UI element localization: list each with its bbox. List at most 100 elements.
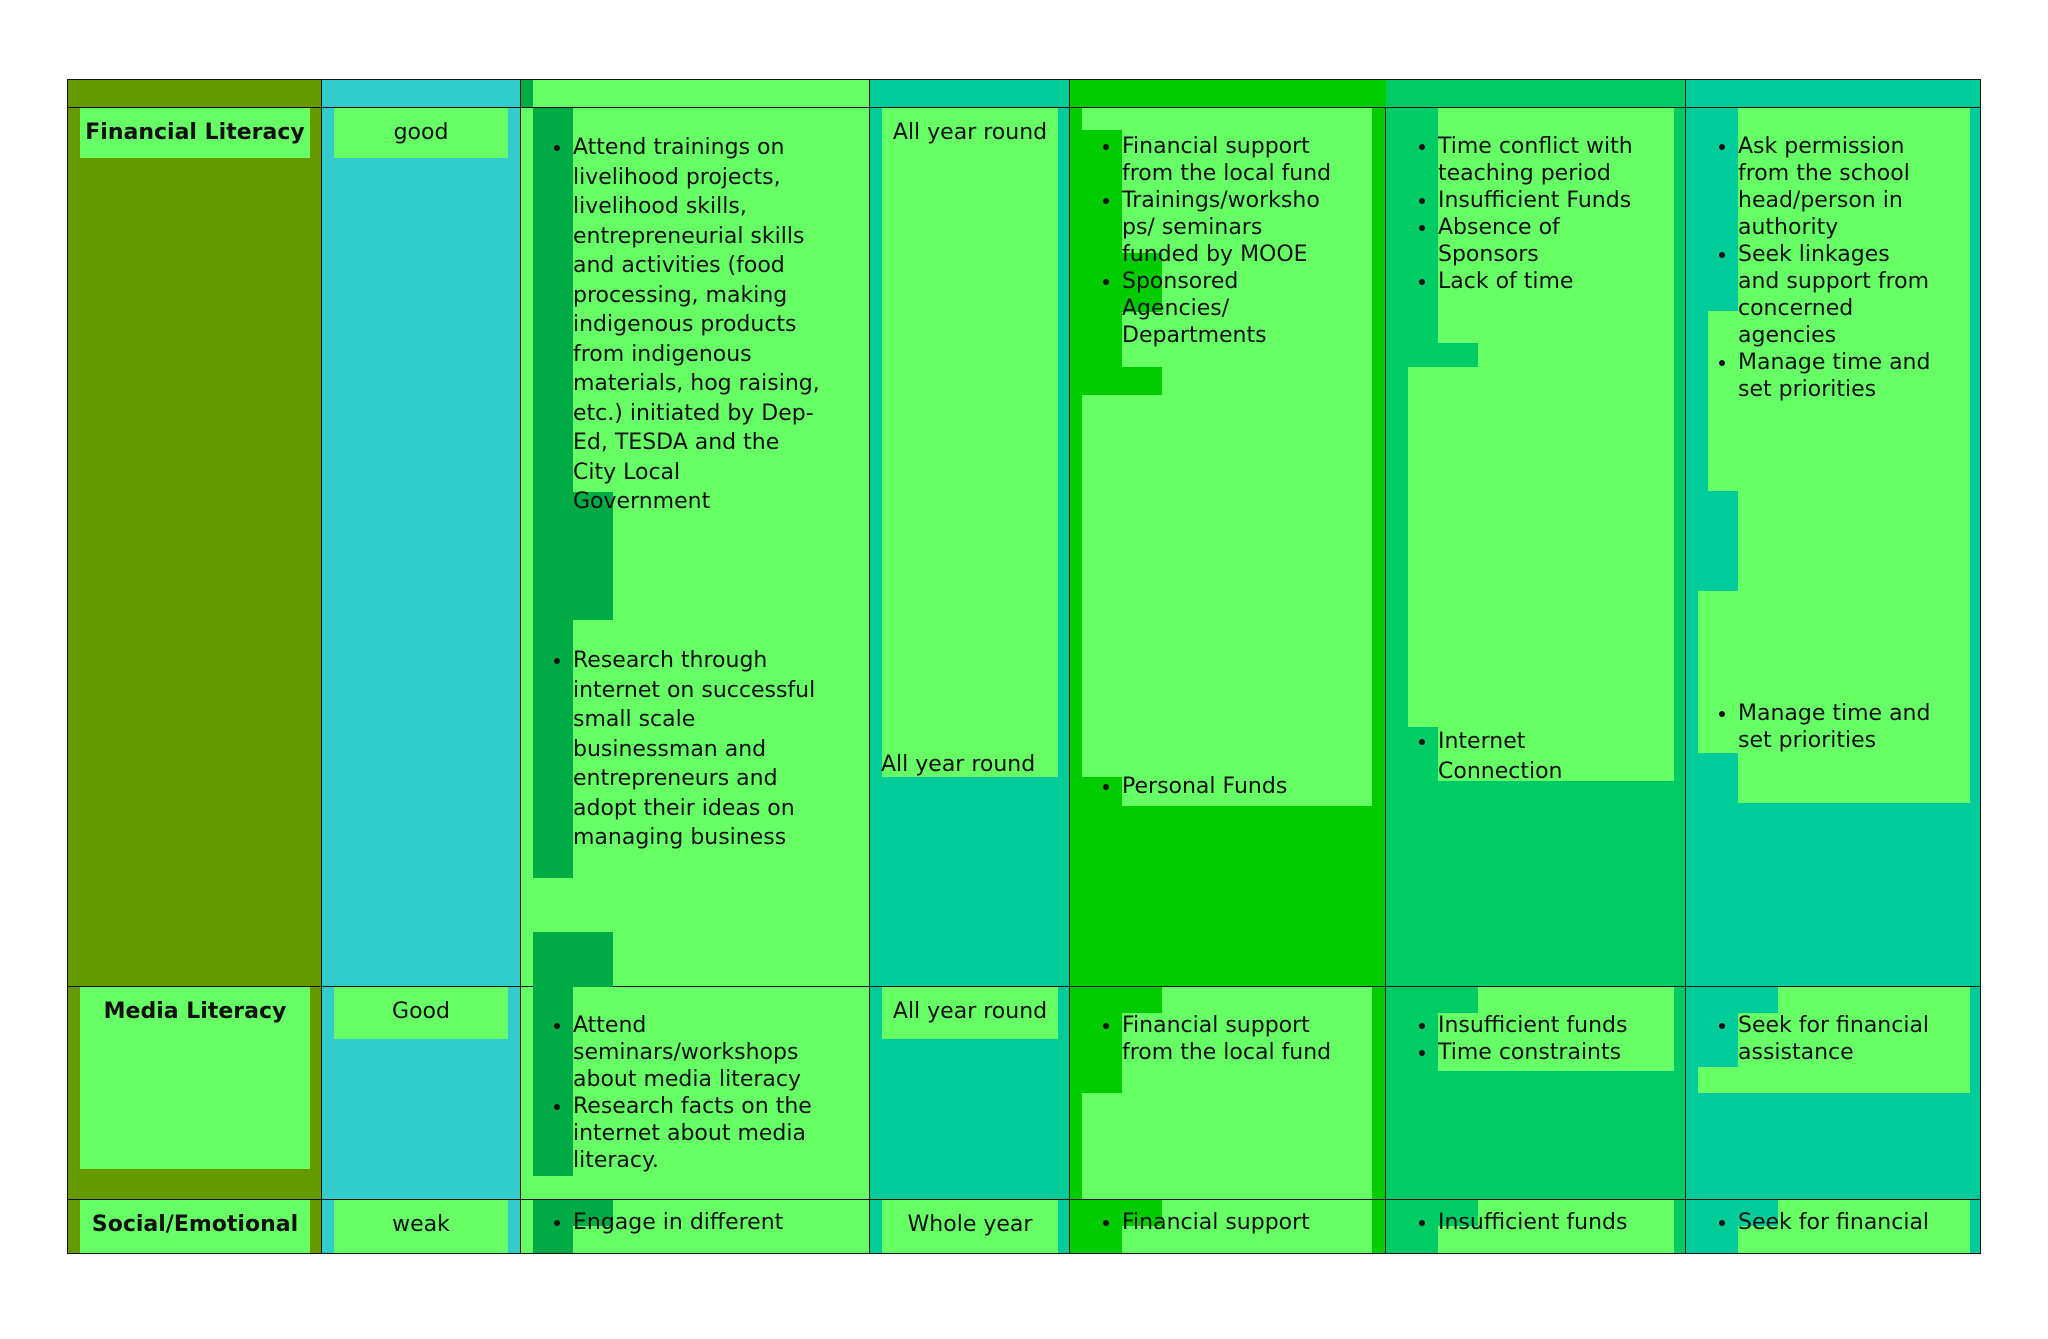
timeframe-value: Whole year [907, 1212, 1033, 1237]
challenges-box [1398, 108, 1674, 781]
activities-list: Attend trainings on livelihood projects,… [533, 133, 823, 517]
solution-item: Manage time and set priorities [1738, 700, 1934, 754]
resources-box [1082, 108, 1372, 806]
resources-list: Financial support [1082, 1208, 1332, 1238]
challenges-bullet-strip [1398, 108, 1438, 343]
timeframe-box [882, 1200, 1058, 1253]
activity-item: Attend trainings on livelihood projects,… [573, 133, 823, 517]
solutions-list: Seek for financial [1698, 1208, 1934, 1238]
rating-box [334, 987, 508, 1039]
solution-item: Ask permission from the school head/pers… [1738, 133, 1934, 241]
solutions-bullet-strip [1698, 1013, 1738, 1067]
challenge-item: Insufficient funds [1438, 1012, 1638, 1039]
solutions-bullet-strip [1698, 108, 1738, 311]
solutions-box [1698, 108, 1970, 803]
resources-bullet-strip [1082, 1200, 1162, 1226]
solutions-bullet-strip [1698, 987, 1778, 1013]
timeframe-value: All year round [881, 752, 1036, 777]
challenge-item: Time conflict with teaching period [1438, 133, 1638, 187]
challenges-list: Internet Connection [1398, 727, 1628, 786]
timeframe-value: All year round [892, 120, 1048, 145]
resources-bullet-strip [1082, 987, 1162, 1013]
timeframe-value: All year round [892, 999, 1048, 1024]
solutions-list: Ask permission from the school head/pers… [1698, 133, 1934, 403]
challenge-item: Time constraints [1438, 1039, 1638, 1066]
challenge-item: Absence of Sponsors [1438, 214, 1638, 268]
challenges-bullet-strip [1438, 1200, 1478, 1226]
timeframe-box [882, 108, 1058, 777]
area-label-box [80, 1200, 310, 1253]
column-rating [322, 80, 521, 1253]
activity-item: Engage in different [573, 1208, 828, 1238]
area-label: Media Literacy [103, 999, 287, 1024]
column-activities [521, 80, 870, 1253]
activities-bullet-strip [533, 987, 573, 1176]
solutions-bullet-strip [1698, 1200, 1778, 1226]
resources-bullet-strip [1082, 312, 1122, 367]
rating-value: Good [392, 999, 450, 1024]
area-label: Social/Emotional [91, 1212, 299, 1237]
rating-value: weak [392, 1212, 450, 1237]
area-label: Financial Literacy [85, 120, 305, 145]
challenges-bullet-strip [1398, 727, 1438, 781]
resource-item: Financial support from the local fund [1122, 1012, 1332, 1066]
rating-value: good [393, 120, 449, 145]
activity-item: Research through internet on successful … [573, 646, 823, 853]
activities-bullet-strip [533, 108, 573, 492]
resource-item: Financial support from the local fund [1122, 133, 1332, 187]
activity-item: Research facts on the internet about med… [573, 1093, 828, 1174]
challenges-list: Insufficient funds Time constraints [1398, 1012, 1638, 1066]
resources-bullet-strip [1082, 253, 1162, 312]
challenge-item: Insufficient funds [1438, 1208, 1638, 1238]
resources-bullet-strip [1082, 367, 1162, 395]
challenges-list: Insufficient funds [1398, 1208, 1638, 1238]
header-cell-activities [533, 80, 858, 107]
solutions-bullet-strip [1698, 311, 1708, 491]
activities-bullet-strip [533, 1200, 613, 1226]
rating-box [334, 108, 508, 158]
resources-bullet-strip [1082, 130, 1122, 253]
solution-item: Manage time and set priorities [1738, 349, 1934, 403]
solution-item: Seek for financial assistance [1738, 1012, 1934, 1066]
solution-item: Seek linkages and support from concerned… [1738, 241, 1934, 349]
timeframe-box [882, 987, 1058, 1039]
activities-list: Engage in different [533, 1208, 828, 1238]
resources-bullet-strip [1082, 1013, 1122, 1093]
activities-bullet-strip [533, 620, 573, 878]
challenges-bullet-strip [1398, 367, 1408, 727]
challenges-bullet-strip [1438, 987, 1478, 1013]
header-cell-activities-edge [521, 80, 533, 107]
activities-list: Attend seminars/workshops about media li… [533, 1012, 828, 1174]
challenge-item: Insufficient Funds [1438, 187, 1638, 214]
activities-list: Research through internet on successful … [533, 646, 823, 853]
resources-box [1082, 987, 1372, 1199]
resources-bullet-strip [1082, 1226, 1122, 1253]
development-plan-table: Financial Literacy good Attend trainings… [67, 79, 1981, 1254]
rating-box [334, 1200, 508, 1253]
solution-item: Seek for financial [1738, 1208, 1934, 1238]
solutions-list: Seek for financial assistance [1698, 1012, 1934, 1066]
activities-bullet-strip [533, 932, 613, 987]
row-divider-1 [68, 986, 1980, 987]
resources-list: Personal Funds [1082, 772, 1332, 802]
activities-bullet-strip [533, 492, 613, 620]
resource-item: Sponsored Agencies/ Departments [1122, 268, 1332, 349]
activity-item: Attend seminars/workshops about media li… [573, 1012, 828, 1093]
resources-list: Financial support from the local fund Tr… [1082, 133, 1332, 349]
solutions-bullet-strip [1698, 753, 1738, 803]
solutions-bullet-strip [1698, 491, 1738, 591]
challenge-item: Lack of time [1438, 268, 1638, 295]
challenges-bullet-strip [1398, 343, 1478, 367]
challenge-item: Internet Connection [1438, 727, 1628, 786]
area-label-box [80, 108, 310, 158]
resource-item: Financial support [1122, 1208, 1332, 1238]
resources-list: Financial support from the local fund [1082, 1012, 1332, 1066]
area-label-box [80, 987, 310, 1169]
header-divider [68, 107, 1980, 108]
challenges-list: Time conflict with teaching period Insuf… [1398, 133, 1638, 295]
header-cell-resources [1070, 80, 1386, 107]
solutions-bullet-strip [1698, 1226, 1738, 1253]
resources-bullet-strip [1082, 777, 1122, 806]
resource-item: Trainings/worksho ps/ seminars funded by… [1122, 187, 1332, 268]
